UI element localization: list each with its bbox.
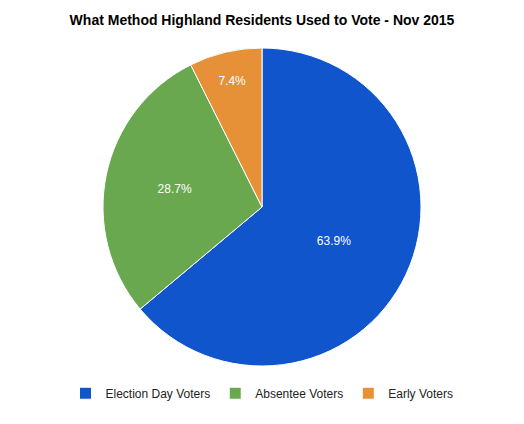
svg-text:What Method Highland Residents: What Method Highland Residents Used to V…	[70, 12, 455, 28]
svg-text:Absentee Voters: Absentee Voters	[255, 387, 343, 401]
svg-text:Early Voters: Early Voters	[388, 387, 453, 401]
svg-text:63.9%: 63.9%	[317, 234, 351, 248]
svg-text:28.7%: 28.7%	[158, 182, 192, 196]
svg-text:7.4%: 7.4%	[218, 74, 246, 88]
svg-text:Election Day Voters: Election Day Voters	[106, 387, 211, 401]
